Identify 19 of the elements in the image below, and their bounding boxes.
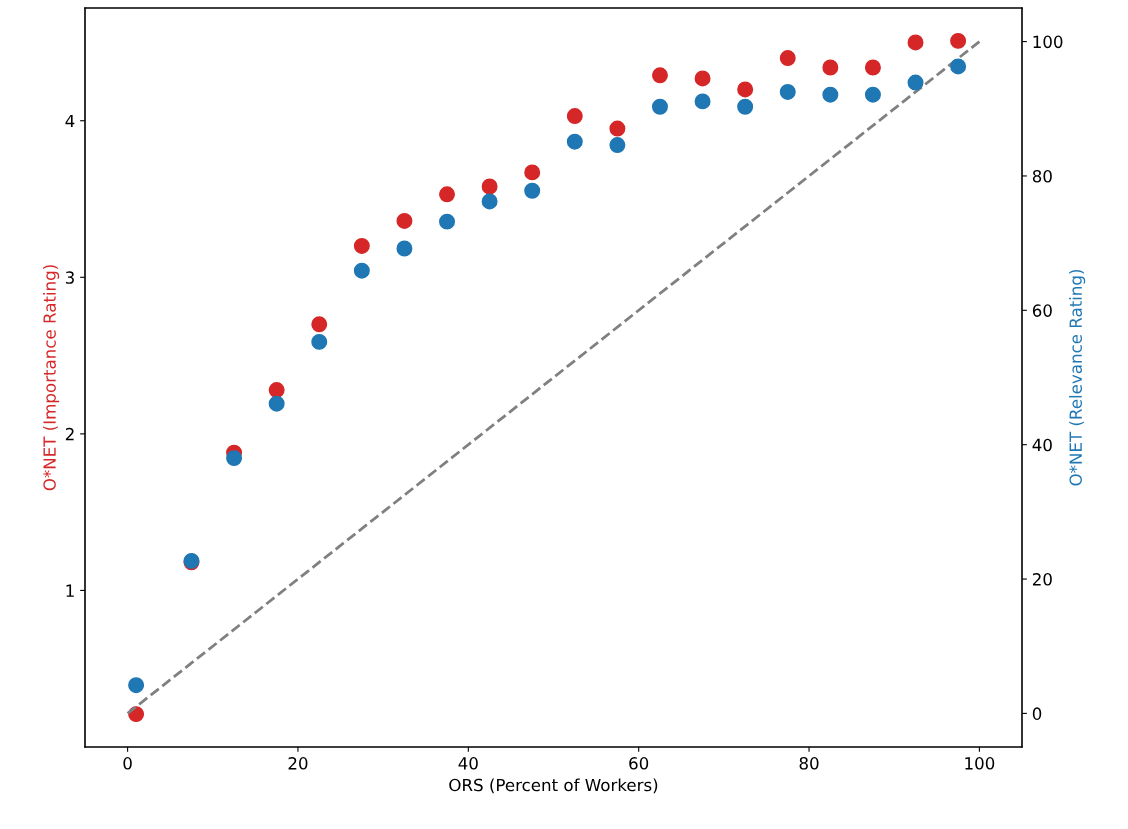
y-axis-title: O*NET (Importance Rating) xyxy=(42,265,60,491)
x-tick-label: 40 xyxy=(458,757,478,770)
y2-tick-label: 0 xyxy=(1032,707,1042,720)
y2-tick-label: 40 xyxy=(1032,438,1052,452)
x-tick-label: 80 xyxy=(799,757,819,770)
y2-tick-label: 60 xyxy=(1032,304,1052,317)
y-tick-label: 2 xyxy=(65,427,74,441)
y-tick-label: 3 xyxy=(65,271,74,284)
y2-tick-label: 100 xyxy=(1033,35,1063,49)
y2-tick-label: 20 xyxy=(1032,573,1052,586)
x-axis-title: ORS (Percent of Workers) xyxy=(449,778,658,794)
y2-tick-label: 80 xyxy=(1032,169,1052,183)
x-tick-label: 0 xyxy=(123,757,132,770)
x-tick-label: 20 xyxy=(288,757,308,770)
y2-axis-title: O*NET (Relevance Rating) xyxy=(1069,269,1086,486)
x-tick-label: 60 xyxy=(629,757,649,770)
x-tick-label: 100 xyxy=(965,757,995,770)
y-tick-label: 4 xyxy=(65,114,75,128)
y-tick-label: 1 xyxy=(66,584,74,597)
